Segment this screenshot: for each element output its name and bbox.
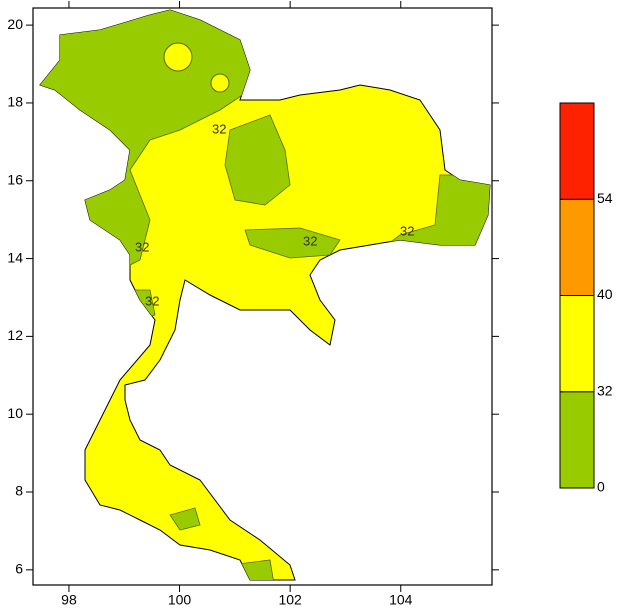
- x-tick-label: 98: [61, 592, 77, 608]
- y-tick-label: 8: [15, 483, 23, 499]
- contour-label: 32: [303, 233, 317, 248]
- border-zone: [244, 227, 341, 259]
- central-zone: [224, 114, 291, 206]
- y-tick-label: 18: [7, 94, 23, 110]
- south-zone: [169, 507, 201, 531]
- y-tick-label: 20: [7, 16, 23, 32]
- legend-label: 32: [597, 382, 613, 398]
- x-tick-label: 100: [168, 592, 192, 608]
- frame: [32, 7, 493, 586]
- contour-label: 32: [400, 223, 414, 238]
- legend-label: 0: [597, 479, 605, 495]
- legend-swatch: [559, 198, 595, 296]
- legend-label: 54: [597, 190, 613, 206]
- land-fill: [39, 9, 491, 581]
- legend-swatch: [559, 391, 595, 489]
- legend-swatch: [559, 102, 595, 200]
- y-tick-label: 12: [7, 327, 23, 343]
- legend-label: 40: [597, 286, 613, 302]
- y-tick-label: 6: [15, 561, 23, 577]
- legend-swatch: [559, 295, 595, 393]
- y-tick-label: 14: [7, 249, 23, 265]
- hill: [210, 73, 230, 93]
- y-tick-label: 16: [7, 171, 23, 187]
- y-tick-label: 10: [7, 405, 23, 421]
- land: [39, 9, 491, 581]
- hill: [163, 42, 193, 72]
- contour-label: 32: [145, 293, 159, 308]
- x-tick-label: 104: [389, 592, 413, 608]
- contour-label: 32: [212, 121, 226, 136]
- contour-label: 32: [135, 239, 149, 254]
- x-tick-label: 102: [278, 592, 302, 608]
